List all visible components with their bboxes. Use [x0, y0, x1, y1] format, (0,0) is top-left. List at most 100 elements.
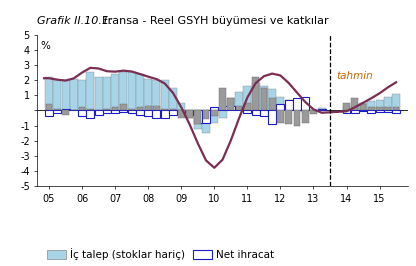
Bar	[119, 73, 127, 110]
Bar	[243, 110, 251, 113]
Bar	[293, 98, 301, 110]
Bar	[318, 109, 326, 110]
Bar	[104, 109, 110, 110]
Bar	[268, 110, 276, 124]
Bar	[46, 104, 52, 110]
Bar	[359, 110, 367, 111]
Bar	[384, 107, 391, 110]
Bar	[352, 98, 358, 110]
Bar	[136, 110, 144, 115]
Bar	[128, 109, 135, 110]
Bar	[153, 110, 161, 118]
Bar	[277, 97, 285, 110]
Bar	[54, 109, 61, 110]
Text: tahmin: tahmin	[336, 70, 373, 81]
Bar	[235, 92, 243, 110]
Bar	[94, 77, 103, 110]
Bar	[294, 110, 300, 126]
Bar	[103, 77, 111, 110]
Bar	[384, 97, 392, 110]
Bar	[260, 110, 268, 117]
Bar	[367, 101, 375, 110]
Bar	[342, 107, 351, 110]
Bar	[194, 110, 202, 123]
Bar	[178, 110, 185, 118]
Bar	[227, 98, 235, 110]
Bar	[252, 77, 259, 110]
Bar	[177, 110, 185, 113]
Bar	[120, 104, 127, 110]
Bar	[301, 110, 309, 112]
Bar	[285, 100, 292, 110]
Bar	[227, 106, 235, 110]
Bar	[236, 106, 243, 110]
Bar	[62, 110, 69, 115]
Bar	[78, 80, 86, 110]
Bar	[111, 110, 119, 113]
Bar	[368, 107, 375, 110]
Bar	[144, 78, 152, 110]
Bar	[376, 100, 384, 110]
Text: %: %	[41, 41, 51, 51]
Bar	[169, 110, 177, 115]
Text: Fransa - Reel GSYH büyümesi ve katkılar: Fransa - Reel GSYH büyümesi ve katkılar	[102, 16, 329, 26]
Bar	[53, 80, 61, 110]
Bar	[376, 107, 383, 110]
Bar	[144, 110, 152, 117]
Bar	[360, 104, 366, 110]
Bar	[202, 110, 210, 133]
Bar	[128, 73, 136, 110]
Bar	[186, 110, 193, 118]
Bar	[70, 78, 78, 110]
Bar	[260, 88, 267, 110]
Bar	[194, 110, 202, 128]
Bar	[367, 110, 375, 113]
Bar	[252, 83, 260, 110]
Bar	[318, 108, 326, 110]
Bar	[153, 106, 160, 110]
Bar	[161, 110, 168, 118]
Bar	[218, 106, 227, 110]
Bar	[210, 107, 218, 110]
Bar	[384, 110, 392, 112]
Bar	[343, 103, 350, 110]
Bar	[285, 100, 292, 110]
Bar	[252, 110, 260, 115]
Bar	[119, 110, 127, 112]
Bar	[202, 110, 210, 123]
Bar	[161, 109, 168, 110]
Bar	[170, 109, 176, 110]
Bar	[186, 110, 193, 118]
Bar	[211, 110, 218, 117]
Bar	[235, 107, 243, 110]
Bar	[203, 110, 209, 119]
Bar	[87, 73, 94, 110]
Bar	[268, 89, 276, 110]
Bar	[87, 110, 94, 118]
Bar	[45, 110, 53, 117]
Bar	[269, 98, 275, 110]
Bar	[79, 107, 85, 110]
Bar	[153, 80, 161, 110]
Bar	[186, 110, 193, 115]
Bar	[161, 80, 168, 110]
Bar	[45, 77, 53, 110]
Bar	[62, 109, 69, 110]
Bar	[219, 88, 226, 110]
Bar	[103, 110, 111, 113]
Text: Grafik II.10.1:: Grafik II.10.1:	[37, 16, 113, 26]
Bar	[194, 110, 201, 124]
Bar	[53, 110, 61, 113]
Bar	[351, 106, 359, 110]
Bar	[62, 80, 69, 110]
Bar	[359, 103, 367, 110]
Bar	[210, 110, 218, 123]
Bar	[145, 106, 151, 110]
Bar	[351, 110, 359, 113]
Bar	[285, 110, 292, 124]
Bar	[218, 110, 227, 118]
Bar	[78, 110, 86, 117]
Bar	[342, 110, 351, 113]
Bar	[293, 106, 301, 110]
Bar	[277, 110, 284, 123]
